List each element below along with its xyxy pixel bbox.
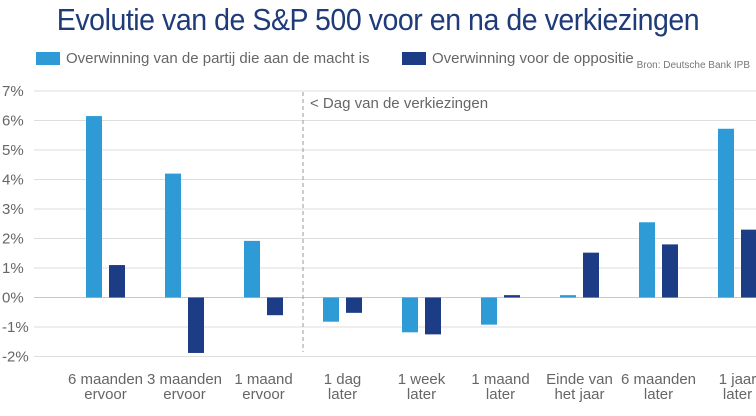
bar-opposition [662, 244, 678, 298]
x-category-label: 1 dag [324, 371, 362, 388]
y-tick-label: 7% [2, 83, 24, 100]
bar-opposition [346, 297, 362, 313]
y-tick-label: 1% [2, 260, 24, 277]
x-category-label: 1 maand [234, 371, 292, 388]
bar-opposition [109, 265, 125, 298]
bar-opposition [425, 297, 441, 335]
bar-incumbent [639, 222, 655, 298]
x-category-label: 6 maanden [68, 371, 143, 388]
bar-incumbent [165, 173, 181, 298]
bar-incumbent [86, 116, 102, 298]
source-note: Bron: Deutsche Bank IPB [636, 60, 750, 71]
bar-incumbent [244, 240, 260, 298]
bar-incumbent [402, 297, 418, 333]
y-tick-label: 2% [2, 231, 24, 248]
y-tick-label: 4% [2, 172, 24, 189]
y-tick-label: 5% [2, 142, 24, 159]
legend: Overwinning van de partij die aan de mac… [36, 50, 662, 74]
x-category-label: ervoor [84, 386, 127, 403]
bar-opposition [188, 297, 204, 353]
y-tick-label: -1% [2, 319, 29, 336]
x-category-label: 1 maand [471, 371, 529, 388]
x-category-label: 3 maanden [147, 371, 222, 388]
election-day-annotation: < Dag van de verkiezingen [310, 95, 488, 112]
x-category-label: later [328, 386, 357, 403]
legend-label-incumbent: Overwinning van de partij die aan de mac… [66, 50, 370, 67]
bar-incumbent [481, 297, 497, 325]
x-category-label: later [644, 386, 673, 403]
x-category-label: 6 maanden [621, 371, 696, 388]
x-category-label: het jaar [554, 386, 604, 403]
x-category-label: ervoor [242, 386, 285, 403]
y-tick-label: 0% [2, 290, 24, 307]
y-tick-label: -2% [2, 349, 29, 366]
legend-label-opposition: Overwinning voor de oppositie [431, 50, 634, 67]
bar-opposition [267, 297, 283, 316]
y-tick-label: 3% [2, 201, 24, 218]
x-category-label: later [723, 386, 752, 403]
bar-opposition [741, 229, 756, 298]
legend-swatch-incumbent [36, 52, 60, 65]
bar-incumbent [718, 128, 734, 298]
x-category-label: later [486, 386, 515, 403]
y-tick-label: 6% [2, 113, 24, 130]
legend-item-incumbent: Overwinning van de partij die aan de mac… [36, 50, 370, 67]
chart-title: Evolutie van de S&P 500 voor en na de ve… [56, 2, 700, 37]
legend-item-opposition: Overwinning voor de oppositie [401, 50, 634, 67]
bar-incumbent [560, 295, 576, 298]
x-category-label: ervoor [163, 386, 206, 403]
x-category-label: Einde van [546, 371, 613, 388]
bar-opposition [583, 252, 599, 298]
legend-swatch-opposition [401, 52, 426, 65]
x-category-label: 1 jaar [719, 371, 756, 388]
bar-incumbent [323, 297, 339, 322]
x-category-label: later [407, 386, 436, 403]
bar-opposition [504, 295, 520, 298]
x-category-label: 1 week [398, 371, 446, 388]
